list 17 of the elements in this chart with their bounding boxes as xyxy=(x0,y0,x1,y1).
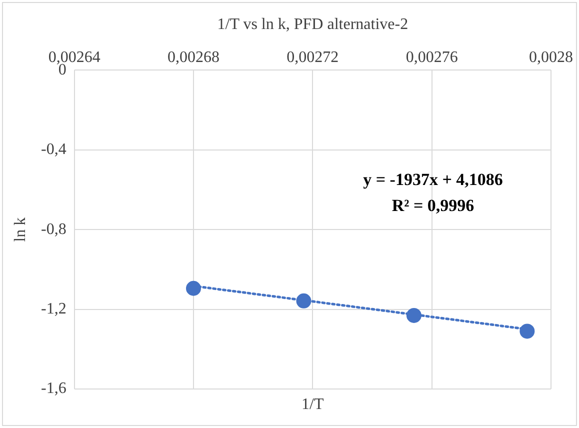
x-axis-title: 1/T xyxy=(302,396,324,414)
x-tick-label: 0,00272 xyxy=(286,48,339,66)
y-tick-label: -0,4 xyxy=(41,141,66,158)
annotation: R² = 0,9996 xyxy=(392,196,474,216)
x-tick-label: 0,00268 xyxy=(167,48,220,66)
y-axis-title: ln k xyxy=(12,217,30,242)
y-tick-label: -1,6 xyxy=(41,380,66,398)
x-tick-label: 0,0028 xyxy=(529,48,573,66)
y-tick-label: -1,2 xyxy=(41,300,66,318)
point xyxy=(296,293,312,308)
y-tick-label: -0,8 xyxy=(41,220,66,238)
chart-title: 1/T vs ln k, PFD alternative-2 xyxy=(217,16,408,34)
x-tick-label: 0,00276 xyxy=(406,48,458,66)
point xyxy=(406,308,422,323)
point xyxy=(520,324,535,339)
point xyxy=(186,280,201,296)
annotation: y = -1937x + 4,1086 xyxy=(363,170,503,190)
